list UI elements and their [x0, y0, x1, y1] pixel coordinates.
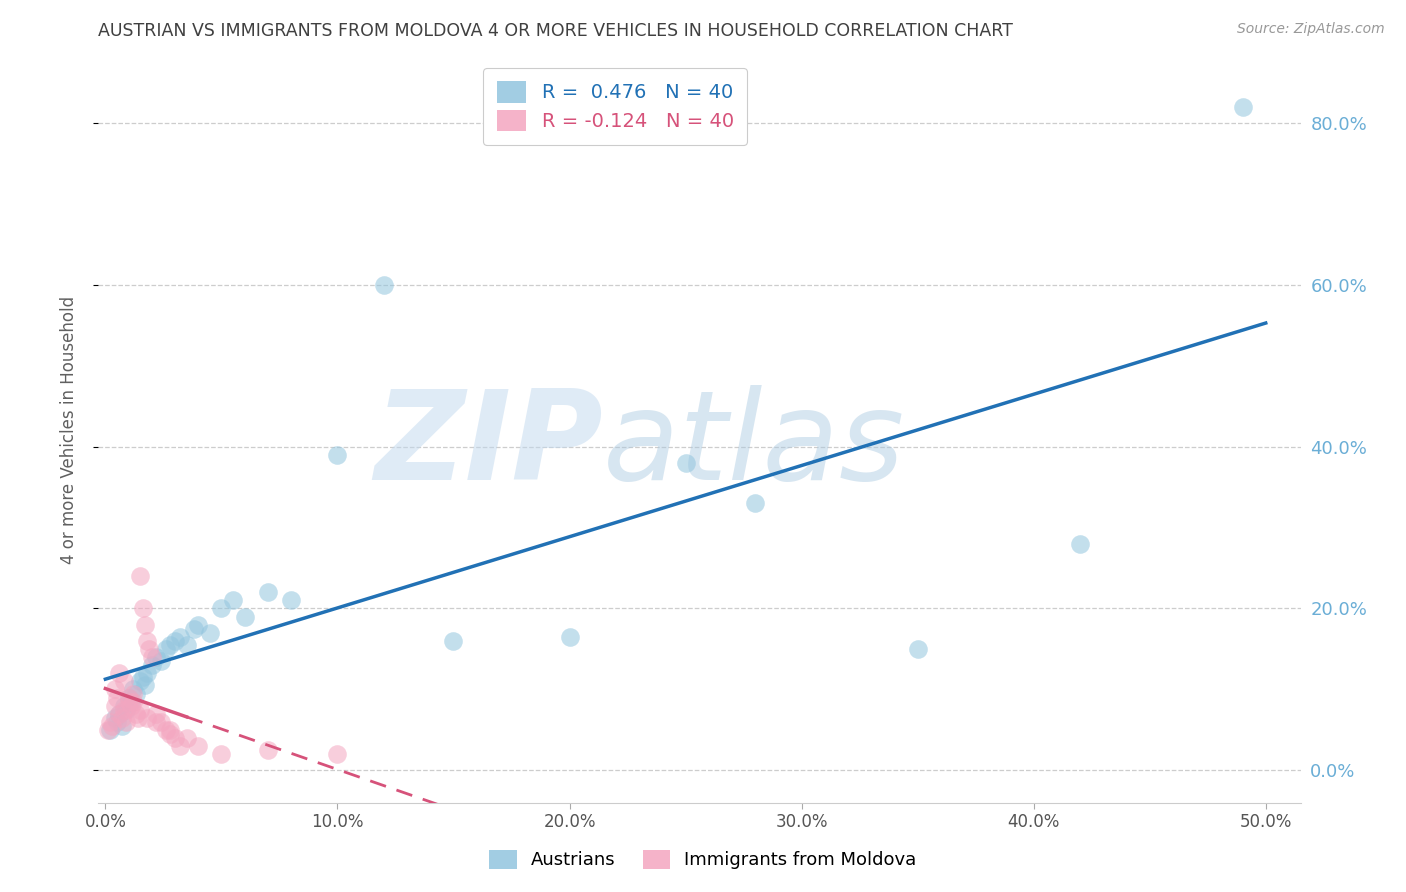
Point	[155, 642, 177, 657]
Point	[373, 277, 395, 292]
Point	[159, 638, 181, 652]
Point	[111, 711, 134, 725]
Legend: Austrians, Immigrants from Moldova: Austrians, Immigrants from Moldova	[481, 840, 925, 879]
Point	[136, 666, 159, 681]
Point	[187, 739, 209, 753]
Point	[134, 617, 156, 632]
Point	[120, 698, 142, 713]
Point	[122, 682, 145, 697]
Point	[122, 695, 145, 709]
Point	[117, 690, 139, 705]
Point	[159, 727, 181, 741]
Point	[97, 723, 120, 737]
Point	[145, 714, 167, 729]
Point	[136, 711, 159, 725]
Point	[326, 747, 349, 762]
Point	[134, 678, 156, 692]
Point	[111, 719, 134, 733]
Point	[907, 642, 929, 657]
Point	[145, 706, 167, 721]
Point	[131, 601, 153, 615]
Point	[198, 625, 221, 640]
Point	[183, 622, 205, 636]
Point	[115, 714, 138, 729]
Point	[138, 642, 160, 657]
Point	[222, 593, 245, 607]
Point	[141, 658, 163, 673]
Point	[443, 633, 465, 648]
Point	[112, 703, 135, 717]
Point	[124, 706, 146, 721]
Text: atlas: atlas	[603, 384, 905, 506]
Text: AUSTRIAN VS IMMIGRANTS FROM MOLDOVA 4 OR MORE VEHICLES IN HOUSEHOLD CORRELATION : AUSTRIAN VS IMMIGRANTS FROM MOLDOVA 4 OR…	[98, 22, 1014, 40]
Point	[159, 723, 181, 737]
Y-axis label: 4 or more Vehicles in Household: 4 or more Vehicles in Household	[59, 296, 77, 565]
Point	[176, 731, 198, 745]
Point	[163, 633, 186, 648]
Point	[117, 690, 139, 705]
Point	[120, 695, 142, 709]
Point	[744, 496, 766, 510]
Point	[145, 650, 167, 665]
Point	[326, 448, 349, 462]
Point	[155, 723, 177, 737]
Point	[129, 569, 152, 583]
Point	[108, 666, 131, 681]
Point	[176, 638, 198, 652]
Point	[104, 711, 127, 725]
Point	[675, 456, 697, 470]
Point	[101, 719, 124, 733]
Point	[129, 674, 152, 689]
Point	[108, 706, 131, 721]
Point	[129, 703, 152, 717]
Point	[209, 601, 232, 615]
Point	[169, 630, 191, 644]
Point	[209, 747, 232, 762]
Point	[163, 731, 186, 745]
Point	[127, 711, 149, 725]
Point	[98, 714, 121, 729]
Point	[112, 698, 135, 713]
Point	[131, 670, 153, 684]
Point	[115, 703, 138, 717]
Point	[105, 690, 128, 705]
Text: Source: ZipAtlas.com: Source: ZipAtlas.com	[1237, 22, 1385, 37]
Legend: R =  0.476   N = 40, R = -0.124   N = 40: R = 0.476 N = 40, R = -0.124 N = 40	[484, 68, 748, 145]
Point	[112, 674, 135, 689]
Point	[1232, 99, 1254, 113]
Point	[256, 743, 278, 757]
Point	[141, 650, 163, 665]
Point	[122, 686, 145, 700]
Point	[105, 714, 128, 729]
Point	[558, 630, 581, 644]
Point	[280, 593, 302, 607]
Point	[104, 682, 127, 697]
Point	[169, 739, 191, 753]
Point	[108, 706, 131, 721]
Point	[150, 714, 173, 729]
Point	[1069, 537, 1091, 551]
Text: ZIP: ZIP	[374, 384, 603, 506]
Point	[150, 654, 173, 668]
Point	[98, 723, 121, 737]
Point	[104, 698, 127, 713]
Point	[233, 609, 256, 624]
Point	[136, 633, 159, 648]
Point	[256, 585, 278, 599]
Point	[187, 617, 209, 632]
Point	[117, 695, 139, 709]
Point	[124, 686, 146, 700]
